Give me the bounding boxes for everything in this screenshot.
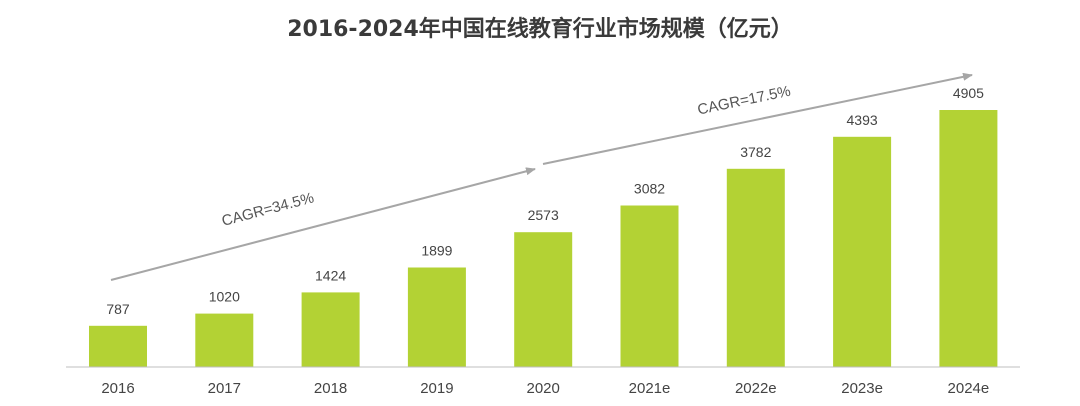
value-label-2020: 2573 (528, 207, 559, 223)
bar-2016 (89, 325, 147, 367)
value-label-2021e: 3082 (634, 181, 665, 197)
cagr-label-2: CAGR=17.5% (696, 83, 792, 119)
x-tick-label-2019: 2019 (420, 380, 453, 397)
x-tick-label-2016: 2016 (101, 380, 134, 397)
x-tick-label-2022e: 2022e (735, 380, 777, 397)
bar-2021e (620, 205, 679, 367)
value-labels-layer: 787 1020 1424 1899 2573 3082 3782 4393 4905 (106, 85, 984, 317)
x-tick-label-2018: 2018 (314, 380, 347, 397)
x-tick-label-2017: 2017 (208, 380, 241, 397)
value-label-2022e: 3782 (740, 144, 771, 160)
x-tick-label-2024e: 2024e (948, 380, 990, 397)
bar-2017 (195, 313, 254, 367)
value-label-2017: 1020 (209, 289, 240, 305)
cagr-arrow-2 (542, 72, 973, 165)
value-label-2018: 1424 (315, 267, 346, 283)
bars-layer (89, 110, 998, 367)
bar-2018 (301, 292, 360, 367)
x-tick-label-2023e: 2023e (841, 380, 883, 397)
cagr-label-1: CAGR=34.5% (220, 189, 316, 229)
value-label-2024e: 4905 (953, 85, 984, 101)
value-label-2016: 787 (106, 301, 130, 317)
bar-2019 (407, 267, 466, 367)
cagr-arrow-1 (110, 167, 536, 281)
bar-2020 (514, 232, 573, 367)
bar-2022e (726, 168, 785, 367)
x-tick-labels-layer: 2016 2017 2018 2019 2020 2021e 2022e 2023e 2024e (101, 380, 989, 397)
value-label-2023e: 4393 (847, 112, 878, 128)
x-tick-label-2021e: 2021e (629, 380, 671, 397)
bar-2023e (833, 136, 892, 367)
chart-title: 2016-2024年中国在线教育行业市场规模（亿元） (287, 16, 793, 42)
x-tick-label-2020: 2020 (527, 380, 560, 397)
value-label-2019: 1899 (421, 243, 452, 259)
bar-2024e (939, 110, 998, 367)
